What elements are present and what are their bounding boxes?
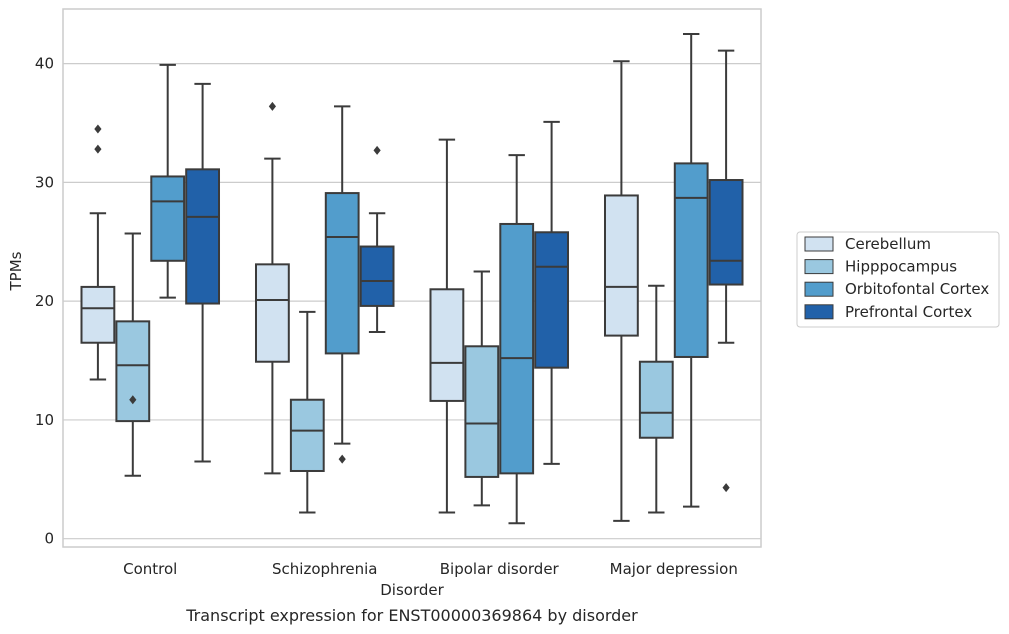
box-prefrontal-cortex bbox=[185, 82, 221, 463]
legend-swatch bbox=[804, 304, 834, 320]
box-groups bbox=[80, 32, 744, 525]
iqr-box bbox=[80, 285, 116, 344]
iqr-box bbox=[603, 194, 639, 337]
iqr-box bbox=[150, 175, 186, 262]
box-cerebellum bbox=[254, 101, 290, 475]
legend-frame bbox=[796, 231, 1000, 328]
iqr-box bbox=[708, 179, 744, 286]
legend-label: Cerebellum bbox=[845, 235, 931, 253]
outlier-point bbox=[129, 395, 137, 405]
iqr-box bbox=[289, 398, 325, 472]
plot-area-frame bbox=[62, 8, 762, 548]
box-cerebellum bbox=[429, 138, 465, 514]
iqr-box bbox=[324, 192, 360, 355]
box-hipppocampus bbox=[464, 270, 500, 507]
x-tick-label: Control bbox=[123, 560, 177, 578]
box-hipppocampus bbox=[638, 284, 674, 514]
x-tick-label: Schizophrenia bbox=[272, 560, 377, 578]
x-axis-label: Disorder bbox=[380, 581, 444, 599]
iqr-box bbox=[254, 263, 290, 363]
box-hipppocampus bbox=[115, 232, 151, 477]
x-tick-label: Bipolar disorder bbox=[440, 560, 560, 578]
y-tick-label: 20 bbox=[35, 292, 54, 310]
box-prefrontal-cortex bbox=[359, 145, 395, 334]
legend-label: Hipppocampus bbox=[845, 258, 957, 276]
y-tick-label: 30 bbox=[35, 173, 54, 191]
iqr-box bbox=[464, 345, 500, 478]
outlier-point bbox=[94, 124, 102, 134]
box-cerebellum bbox=[80, 124, 116, 381]
figure-caption: Transcript expression for ENST0000036986… bbox=[186, 606, 638, 625]
y-axis-label: TPMs bbox=[7, 251, 25, 291]
box-hipppocampus bbox=[289, 310, 325, 514]
iqr-box bbox=[638, 360, 674, 439]
iqr-box bbox=[185, 168, 221, 305]
legend: Cerebellum Hipppocampus Orbitofontal Corte… bbox=[796, 231, 1000, 328]
outlier-point bbox=[722, 483, 730, 493]
box-orbitofontal-cortex bbox=[673, 32, 709, 508]
iqr-box bbox=[499, 222, 535, 475]
legend-swatch bbox=[804, 236, 834, 252]
legend-swatch bbox=[804, 259, 834, 275]
legend-label: Prefrontal Cortex bbox=[845, 303, 972, 321]
box-cerebellum bbox=[603, 60, 639, 522]
outlier-point bbox=[338, 454, 346, 464]
x-axis-ticks: Control Schizophrenia Bipolar disorder Majo… bbox=[123, 560, 738, 578]
x-tick-label: Major depression bbox=[610, 560, 738, 578]
iqr-box bbox=[115, 320, 151, 423]
iqr-box bbox=[359, 245, 395, 307]
y-tick-label: 10 bbox=[35, 411, 54, 429]
iqr-box bbox=[429, 288, 465, 402]
legend-label: Orbitofontal Cortex bbox=[845, 280, 989, 298]
outlier-point bbox=[373, 145, 381, 155]
outlier-point bbox=[268, 101, 276, 111]
y-axis-ticks: 0 10 20 30 40 bbox=[35, 55, 54, 548]
iqr-box bbox=[534, 231, 570, 369]
y-tick-label: 0 bbox=[44, 530, 54, 548]
legend-swatch bbox=[804, 281, 834, 297]
box-orbitofontal-cortex bbox=[150, 63, 186, 299]
outlier-point bbox=[94, 144, 102, 154]
legend-items: Cerebellum Hipppocampus Orbitofontal Corte… bbox=[804, 235, 989, 321]
iqr-box bbox=[673, 162, 709, 358]
box-prefrontal-cortex bbox=[708, 49, 744, 493]
box-prefrontal-cortex bbox=[534, 120, 570, 465]
box-orbitofontal-cortex bbox=[499, 154, 535, 525]
y-tick-label: 40 bbox=[35, 55, 54, 73]
box-orbitofontal-cortex bbox=[324, 105, 360, 464]
